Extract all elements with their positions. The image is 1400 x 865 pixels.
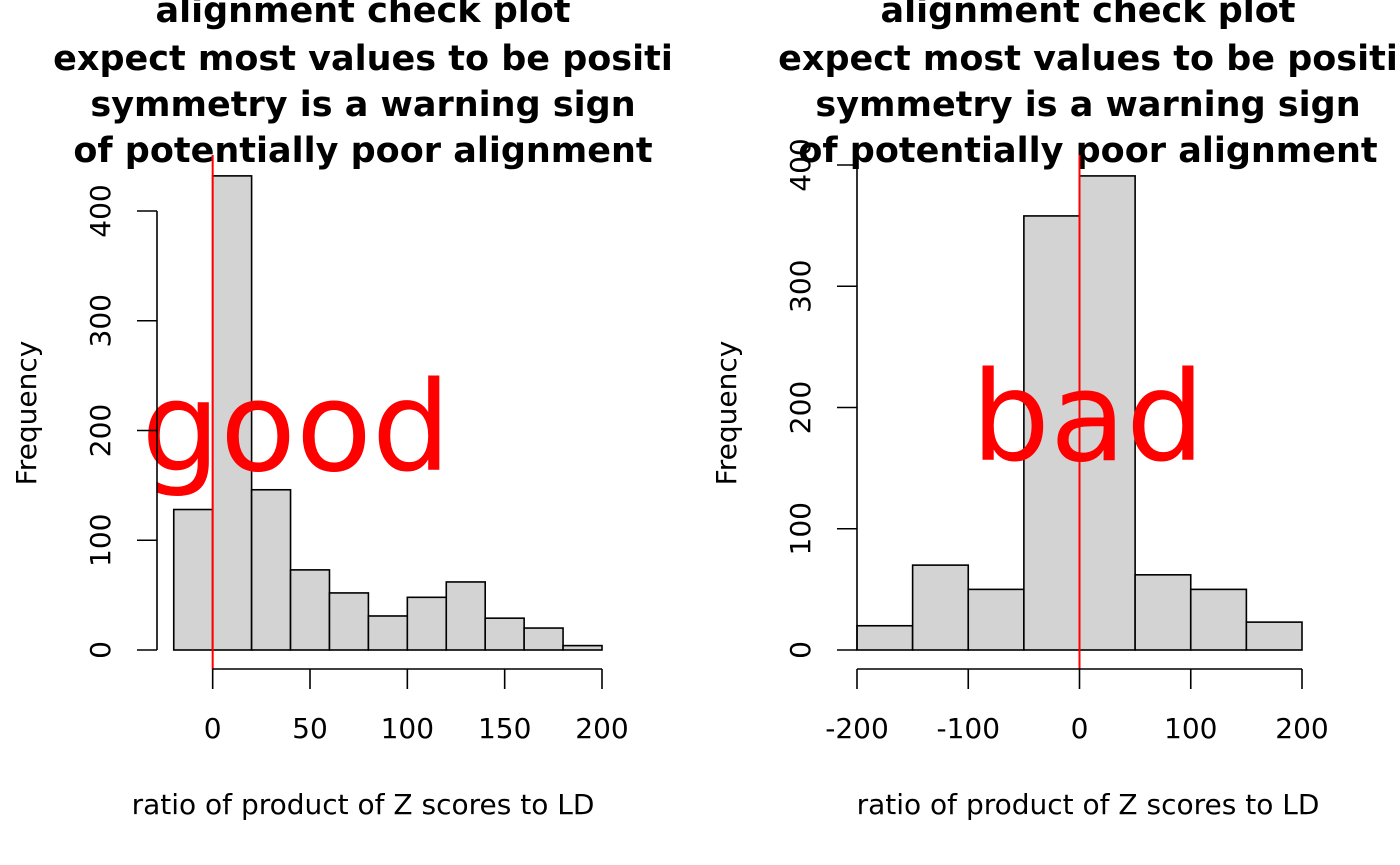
chart-title-line: alignment check plot [880,0,1295,31]
panel-good: alignment check plot expect most values t… [10,0,673,821]
histogram-bar [1023,215,1081,651]
y-tick-label: 100 [784,502,817,555]
histogram-bar [911,564,970,651]
histogram-bar [328,592,370,651]
y-tick-label: 300 [84,294,117,347]
x-tick-label: -200 [825,712,889,745]
histogram-bar [406,596,448,651]
x-axis-label: ratio of product of Z scores to LD [132,788,595,821]
histogram-bar [484,617,525,651]
y-tick-label: 200 [784,381,817,434]
x-tick-label: 200 [1275,712,1328,745]
annotation-label: good [141,356,450,500]
panel-content: alignment check plot expect most values t… [710,0,1398,821]
y-tick-label: 400 [84,184,117,237]
y-tick-label: 300 [784,260,817,313]
histogram-bar [1134,574,1192,651]
x-tick-label: 0 [204,712,222,745]
chart-title-line: expect most values to be positi [53,39,673,79]
y-axis-label: Frequency [10,341,43,486]
chart-title-line: symmetry is a warning sign [90,85,635,125]
chart-title-line: of potentially poor alignment [798,131,1377,171]
y-tick-label: 0 [784,641,817,659]
histogram-bar [523,627,564,651]
histogram-bar [445,581,487,651]
y-axis-label: Frequency [710,341,743,486]
x-tick-label: 100 [1164,712,1217,745]
histogram-bar [250,488,292,651]
histogram-bar [967,588,1025,651]
x-tick-label: -100 [936,712,1000,745]
histogram-bar [367,615,409,651]
chart-title-line: symmetry is a warning sign [815,85,1360,125]
y-tick-label: 100 [84,514,117,567]
annotation-label: bad [971,346,1204,490]
panel-bad: alignment check plot expect most values t… [710,0,1398,821]
x-tick-label: 50 [292,712,328,745]
x-tick-label: 0 [1071,712,1089,745]
histogram-bar [1245,621,1303,651]
x-tick-label: 200 [575,712,628,745]
histogram-bar [172,508,214,651]
histogram-bar [1189,588,1248,651]
x-axis-label: ratio of product of Z scores to LD [857,788,1320,821]
y-tick-label: 400 [784,138,817,191]
x-tick-label: 100 [381,712,434,745]
chart-title-line: expect most values to be positi [778,39,1398,79]
chart-title-line: alignment check plot [155,0,570,31]
x-tick-label: 150 [478,712,531,745]
y-tick-label: 0 [84,641,117,659]
histogram-bar [562,644,603,651]
histogram-bar [289,569,331,651]
histogram-bar [856,624,914,651]
panel-content: alignment check plot expect most values t… [10,0,673,821]
y-tick-label: 200 [84,404,117,457]
histogram-bar [211,175,253,651]
chart-title-line: of potentially poor alignment [73,131,652,171]
